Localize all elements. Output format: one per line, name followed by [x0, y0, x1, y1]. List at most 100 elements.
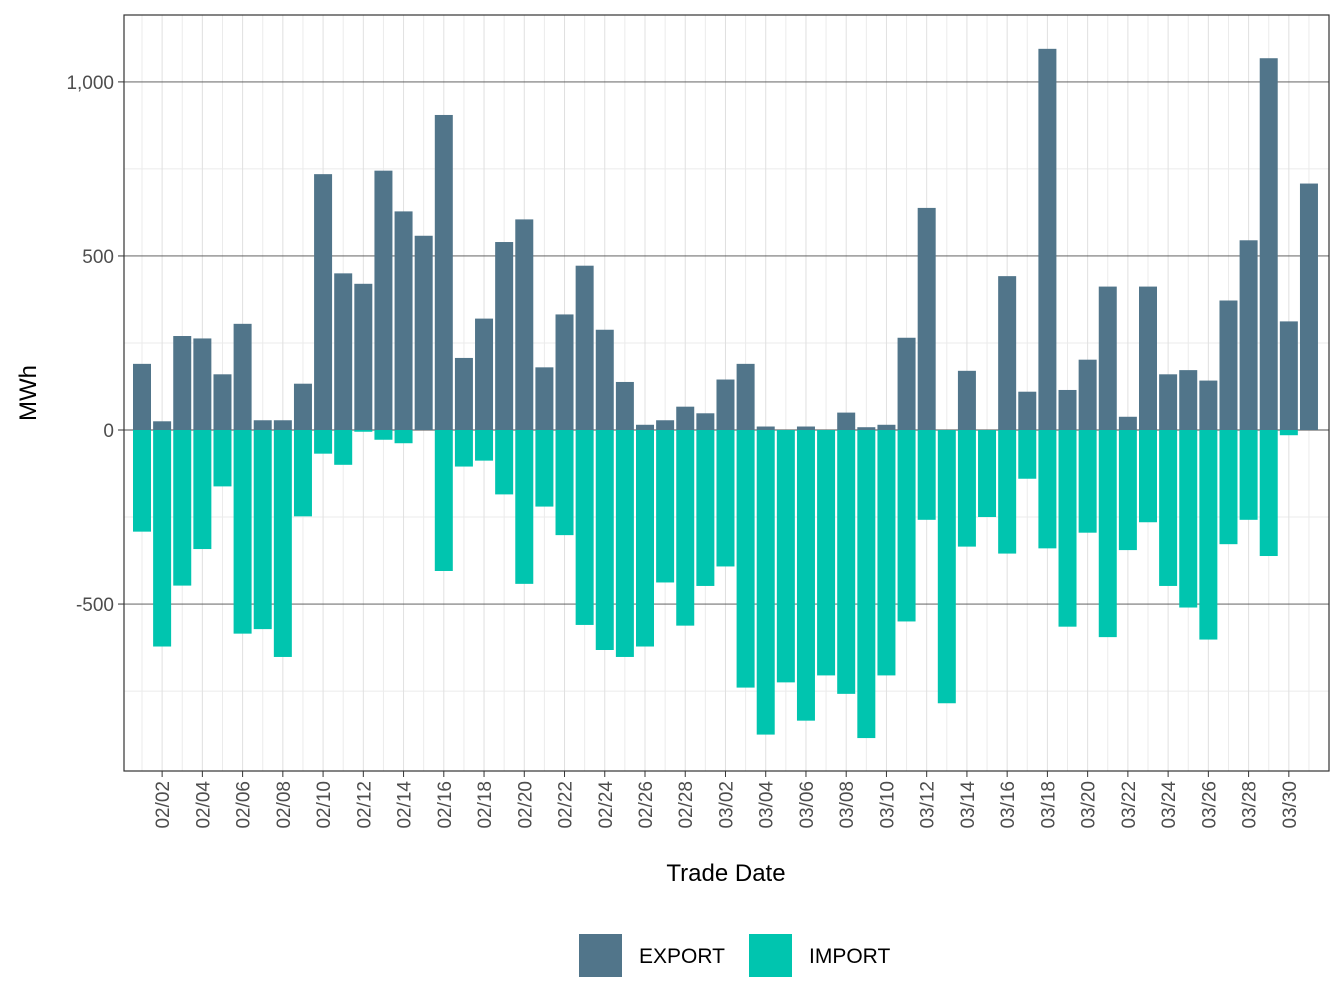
bar-import-03-24 [1159, 430, 1178, 586]
x-tick-label: 02/24 [596, 781, 617, 829]
bar-export-03-09 [857, 427, 876, 430]
bar-import-02-14 [394, 430, 413, 444]
x-tick-label: 03/10 [877, 781, 898, 829]
bar-import-03-13 [937, 430, 956, 704]
bar-export-02-03 [173, 336, 192, 430]
bar-import-03-03 [736, 430, 755, 688]
bar-export-02-24 [595, 329, 614, 430]
y-tick-label: 0 [103, 421, 114, 442]
x-tick-label: 03/30 [1280, 781, 1301, 829]
bar-import-03-12 [917, 430, 936, 520]
bar-import-02-05 [213, 430, 232, 487]
bar-export-02-13 [374, 170, 393, 430]
bar-import-03-26 [1199, 430, 1218, 640]
bar-export-02-21 [535, 367, 554, 430]
x-tick-label: 03/04 [757, 781, 778, 829]
bar-import-02-24 [595, 430, 614, 650]
plot-panel-border [123, 14, 1330, 772]
bar-export-02-08 [273, 420, 292, 430]
bar-import-02-27 [656, 430, 675, 583]
bar-export-03-18 [1038, 48, 1057, 430]
bar-import-02-07 [253, 430, 272, 630]
bar-export-03-03 [736, 363, 755, 430]
bar-export-03-10 [877, 424, 896, 430]
bar-export-02-19 [495, 242, 514, 430]
bar-export-02-17 [454, 357, 473, 430]
bar-import-03-02 [716, 430, 735, 567]
x-tick-label: 02/26 [636, 781, 657, 829]
bar-export-02-26 [636, 424, 654, 430]
x-tick-label: 03/12 [918, 781, 939, 829]
bar-import-03-20 [1078, 430, 1097, 533]
x-tick-label: 03/26 [1199, 781, 1220, 829]
bar-export-03-01 [696, 413, 715, 430]
bar-import-02-08 [273, 430, 292, 657]
bar-export-03-29 [1259, 58, 1278, 431]
x-tick-label: 02/08 [274, 781, 295, 829]
x-tick-label: 03/18 [1038, 781, 1059, 829]
bar-import-03-22 [1118, 430, 1137, 551]
bar-import-02-06 [233, 430, 252, 634]
x-tick-label: 02/06 [234, 781, 255, 829]
bar-import-02-23 [575, 430, 594, 625]
x-tick-label: 02/28 [676, 781, 697, 829]
bar-import-03-01 [696, 430, 715, 586]
bar-export-02-25 [615, 381, 634, 430]
bar-import-03-29 [1259, 430, 1278, 557]
bar-export-03-02 [716, 379, 735, 430]
y-tick-label: 1,000 [66, 73, 114, 94]
bar-import-02-04 [193, 430, 212, 550]
bar-export-02-09 [293, 383, 312, 430]
bar-import-03-06 [796, 430, 815, 721]
bar-export-03-23 [1139, 286, 1157, 430]
bar-import-03-04 [756, 430, 775, 735]
bar-import-02-09 [293, 430, 312, 517]
x-tick-label: 03/22 [1119, 781, 1140, 829]
x-tick-label: 03/02 [716, 781, 737, 829]
bar-import-03-07 [817, 430, 836, 676]
bar-export-02-11 [334, 273, 353, 430]
bar-import-03-23 [1139, 430, 1157, 523]
bar-import-03-18 [1038, 430, 1057, 549]
bar-import-02-21 [535, 430, 554, 507]
bar-import-02-16 [434, 430, 453, 571]
bar-export-02-12 [354, 283, 373, 430]
bar-import-02-17 [454, 430, 473, 467]
x-tick-label: 02/20 [515, 781, 536, 829]
bar-export-03-20 [1078, 359, 1097, 430]
bar-import-03-11 [897, 430, 916, 622]
bar-export-02-06 [233, 323, 252, 430]
bar-import-03-14 [957, 430, 976, 547]
x-tick-label: 03/20 [1079, 781, 1100, 829]
x-tick-label: 03/16 [998, 781, 1019, 829]
bar-export-02-18 [475, 318, 494, 430]
bar-import-02-22 [555, 430, 574, 536]
y-tick-label: 500 [82, 247, 114, 268]
bar-import-02-12 [354, 430, 373, 432]
bar-export-02-01 [133, 363, 151, 430]
bar-import-02-13 [374, 430, 393, 440]
bar-import-03-21 [1098, 430, 1117, 638]
bar-import-02-20 [515, 430, 534, 584]
bar-export-03-11 [897, 337, 916, 430]
bar-export-02-15 [414, 235, 433, 430]
x-tick-label: 02/02 [153, 781, 174, 829]
bar-export-03-12 [917, 207, 936, 430]
x-tick-label: 03/28 [1240, 781, 1261, 829]
bar-import-03-25 [1179, 430, 1198, 608]
bar-import-03-19 [1058, 430, 1077, 627]
x-tick-label: 02/16 [435, 781, 456, 829]
bar-export-03-17 [1018, 391, 1037, 430]
x-tick-label: 02/18 [475, 781, 496, 829]
x-tick-label: 03/24 [1159, 781, 1180, 829]
bar-export-02-04 [193, 338, 212, 430]
bar-export-03-21 [1098, 286, 1117, 430]
bar-import-03-09 [857, 430, 876, 739]
bar-import-03-17 [1018, 430, 1037, 479]
bar-import-03-28 [1239, 430, 1258, 520]
bar-export-02-23 [575, 265, 594, 430]
bar-export-03-19 [1058, 389, 1077, 430]
x-tick-label: 02/04 [193, 781, 214, 829]
